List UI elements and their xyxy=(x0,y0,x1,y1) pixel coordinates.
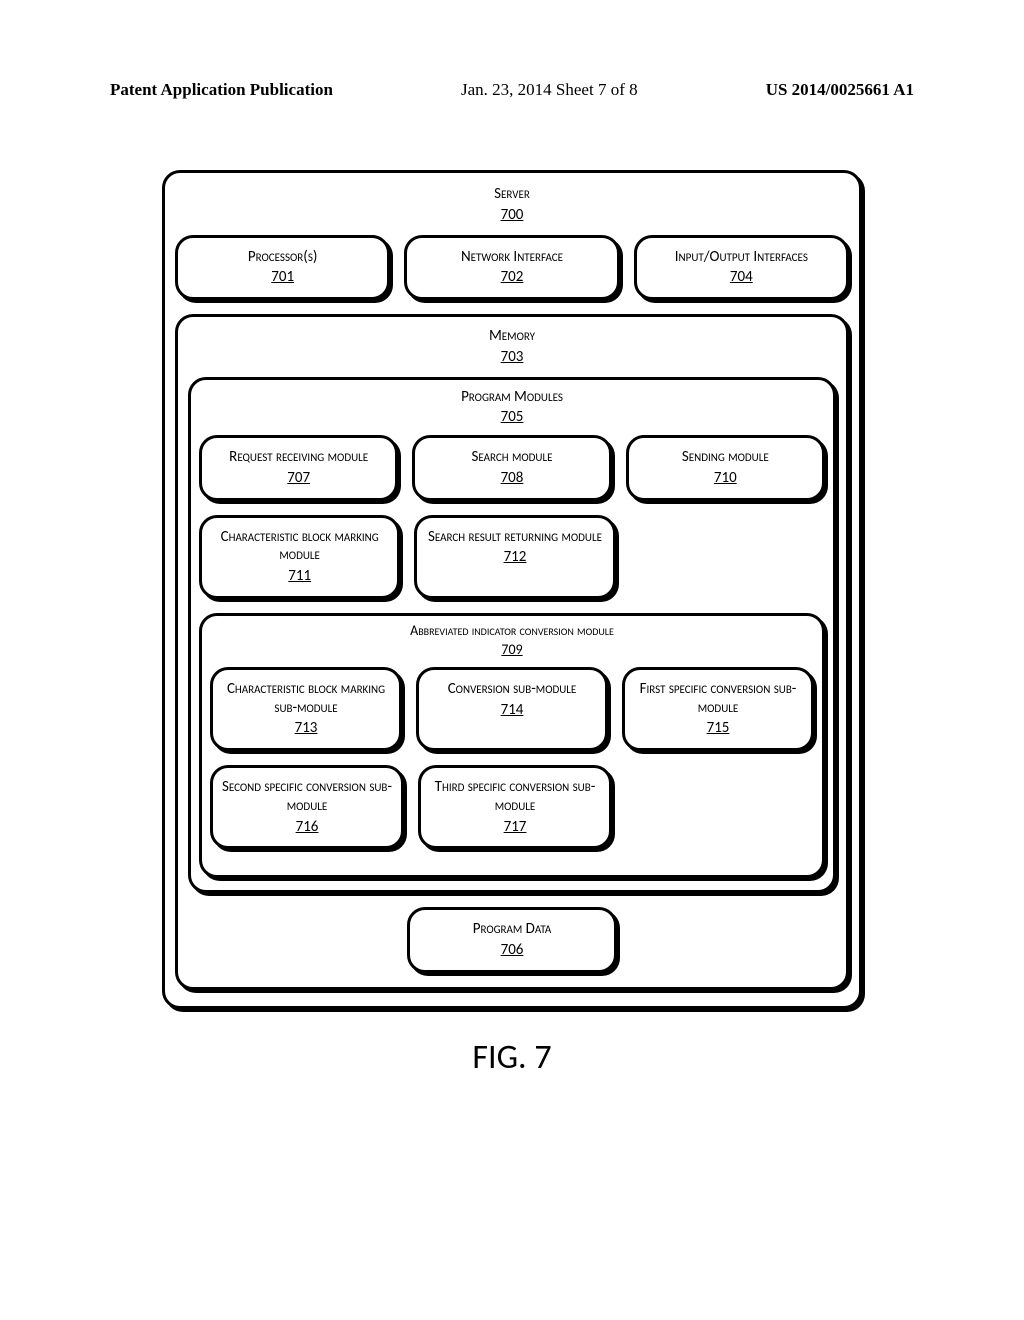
io-interfaces-text: Input/Output Interfaces xyxy=(675,248,808,266)
top-row: Processor(s) 701 Network Interface 702 I… xyxy=(175,235,849,301)
sending-module-box: Sending module 710 xyxy=(626,435,825,501)
first-specific-conversion-submodule-label: First specific conversion sub-module 715 xyxy=(631,680,805,738)
network-interface-num: 702 xyxy=(501,268,524,287)
request-receiving-module-label: Request receiving module 707 xyxy=(208,448,389,488)
aic-row-1: Characteristic block marking sub-module … xyxy=(210,667,814,751)
char-block-marking-module-text: Characteristic block marking module xyxy=(221,528,379,565)
memory-text: Memory xyxy=(489,327,535,345)
header-right: US 2014/0025661 A1 xyxy=(766,80,914,100)
char-block-marking-submodule-box: Characteristic block marking sub-module … xyxy=(210,667,402,751)
figure-caption: FIG. 7 xyxy=(162,1037,862,1078)
search-result-returning-module-num: 712 xyxy=(504,548,527,567)
memory-label: Memory 703 xyxy=(188,327,836,367)
search-result-returning-module-text: Search result returning module xyxy=(428,528,602,546)
program-modules-box: Program Modules 705 Request receiving mo… xyxy=(188,377,836,894)
second-specific-conversion-submodule-text: Second specific conversion sub-module xyxy=(222,778,392,815)
char-block-marking-submodule-label: Characteristic block marking sub-module … xyxy=(219,680,393,738)
network-interface-text: Network Interface xyxy=(461,248,563,266)
processors-text: Processor(s) xyxy=(248,248,318,266)
processors-label: Processor(s) 701 xyxy=(184,248,381,288)
conversion-submodule-num: 714 xyxy=(501,701,524,720)
memory-num: 703 xyxy=(501,348,524,367)
network-interface-box: Network Interface 702 xyxy=(404,235,619,301)
empty-cell xyxy=(626,765,814,849)
header-left: Patent Application Publication xyxy=(110,80,333,100)
third-specific-conversion-submodule-num: 717 xyxy=(504,818,527,837)
abbreviated-indicator-conversion-module-label: Abbreviated indicator conversion module … xyxy=(210,622,814,659)
program-modules-num: 705 xyxy=(501,408,524,427)
abbreviated-indicator-conversion-module-box: Abbreviated indicator conversion module … xyxy=(199,613,825,879)
page: Patent Application Publication Jan. 23, … xyxy=(0,0,1024,1320)
server-label: Server 700 xyxy=(175,185,849,225)
server-text: Server xyxy=(494,185,530,203)
conversion-submodule-box: Conversion sub-module 714 xyxy=(416,667,608,751)
third-specific-conversion-submodule-box: Third specific conversion sub-module 717 xyxy=(418,765,612,849)
io-interfaces-label: Input/Output Interfaces 704 xyxy=(643,248,840,288)
third-specific-conversion-submodule-text: Third specific conversion sub-module xyxy=(435,778,596,815)
empty-cell xyxy=(630,515,825,599)
header: Patent Application Publication Jan. 23, … xyxy=(110,80,914,100)
first-specific-conversion-submodule-num: 715 xyxy=(707,719,730,738)
program-data-text: Program Data xyxy=(473,920,552,938)
diagram: Server 700 Processor(s) 701 Network Inte… xyxy=(162,170,862,1078)
search-result-returning-module-box: Search result returning module 712 xyxy=(414,515,615,599)
pm-row-1: Request receiving module 707 Search modu… xyxy=(199,435,825,501)
first-specific-conversion-submodule-box: First specific conversion sub-module 715 xyxy=(622,667,814,751)
search-result-returning-module-label: Search result returning module 712 xyxy=(423,528,606,568)
search-module-box: Search module 708 xyxy=(412,435,611,501)
request-receiving-module-text: Request receiving module xyxy=(229,448,368,466)
char-block-marking-module-num: 711 xyxy=(288,567,311,586)
pm-row-2: Characteristic block marking module 711 … xyxy=(199,515,825,599)
second-specific-conversion-submodule-num: 716 xyxy=(296,818,319,837)
program-data-num: 706 xyxy=(501,941,524,960)
request-receiving-module-box: Request receiving module 707 xyxy=(199,435,398,501)
char-block-marking-module-label: Characteristic block marking module 711 xyxy=(208,528,391,586)
conversion-submodule-text: Conversion sub-module xyxy=(448,680,577,698)
program-data-label: Program Data 706 xyxy=(416,920,608,960)
server-box: Server 700 Processor(s) 701 Network Inte… xyxy=(162,170,862,1009)
aic-row-2: Second specific conversion sub-module 71… xyxy=(210,765,814,849)
header-middle: Jan. 23, 2014 Sheet 7 of 8 xyxy=(461,80,638,100)
first-specific-conversion-submodule-text: First specific conversion sub-module xyxy=(640,680,797,717)
program-modules-label: Program Modules 705 xyxy=(199,388,825,428)
char-block-marking-submodule-num: 713 xyxy=(295,719,318,738)
conversion-submodule-label: Conversion sub-module 714 xyxy=(425,680,599,720)
abbreviated-indicator-conversion-module-num: 709 xyxy=(501,641,522,659)
processors-num: 701 xyxy=(271,268,294,287)
io-interfaces-num: 704 xyxy=(730,268,753,287)
memory-box: Memory 703 Program Modules 705 Request r… xyxy=(175,314,849,990)
program-data-row: Program Data 706 xyxy=(188,907,836,973)
second-specific-conversion-submodule-label: Second specific conversion sub-module 71… xyxy=(219,778,395,836)
second-specific-conversion-submodule-box: Second specific conversion sub-module 71… xyxy=(210,765,404,849)
search-module-label: Search module 708 xyxy=(421,448,602,488)
search-module-text: Search module xyxy=(471,448,552,466)
sending-module-label: Sending module 710 xyxy=(635,448,816,488)
sending-module-text: Sending module xyxy=(682,448,769,466)
third-specific-conversion-submodule-label: Third specific conversion sub-module 717 xyxy=(427,778,603,836)
abbreviated-indicator-conversion-module-text: Abbreviated indicator conversion module xyxy=(410,622,614,639)
sending-module-num: 710 xyxy=(714,469,737,488)
char-block-marking-submodule-text: Characteristic block marking sub-module xyxy=(227,680,385,717)
network-interface-label: Network Interface 702 xyxy=(413,248,610,288)
search-module-num: 708 xyxy=(501,469,524,488)
char-block-marking-module-box: Characteristic block marking module 711 xyxy=(199,515,400,599)
program-modules-text: Program Modules xyxy=(461,388,563,406)
request-receiving-module-num: 707 xyxy=(287,469,310,488)
processors-box: Processor(s) 701 xyxy=(175,235,390,301)
server-num: 700 xyxy=(501,206,524,225)
io-interfaces-box: Input/Output Interfaces 704 xyxy=(634,235,849,301)
program-data-box: Program Data 706 xyxy=(407,907,617,973)
